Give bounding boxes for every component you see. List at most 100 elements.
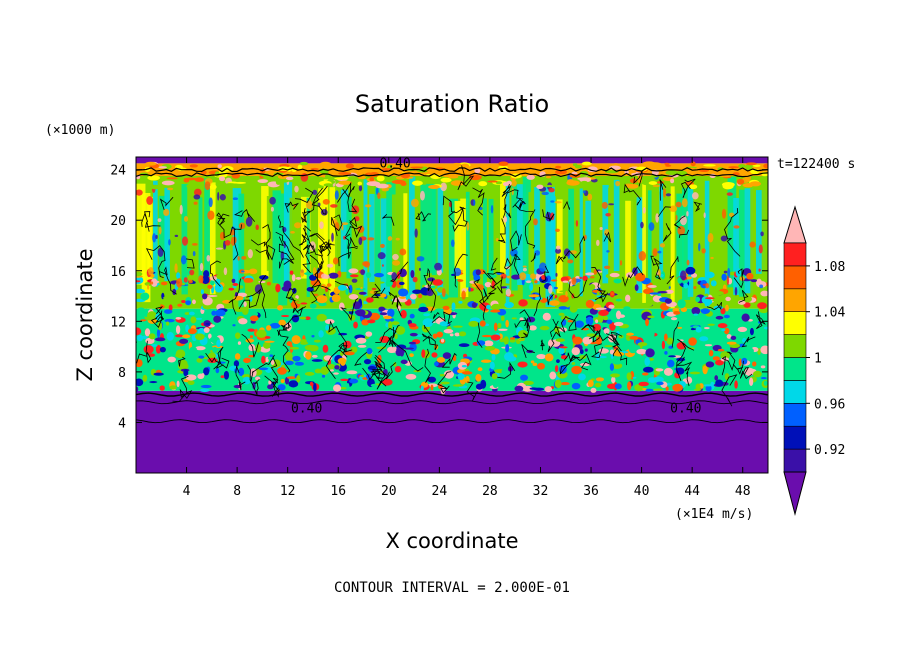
mixed-cell xyxy=(567,320,574,323)
contour-line xyxy=(210,260,221,287)
mixed-cell xyxy=(249,315,259,322)
mixed-cell xyxy=(715,359,724,366)
top-band-cell xyxy=(624,170,629,175)
warm-patch xyxy=(571,277,577,286)
contour-line xyxy=(732,360,744,375)
mixed-cell xyxy=(598,348,609,354)
mixed-cell xyxy=(443,328,454,334)
streak-cell xyxy=(596,192,601,284)
mixed-cell xyxy=(198,355,205,359)
mixed-cell xyxy=(350,346,358,353)
y-tick-label: 8 xyxy=(118,366,126,381)
mixed-cell xyxy=(490,334,501,341)
warm-patch xyxy=(691,192,699,200)
mixed-cell xyxy=(571,382,581,390)
mixed-cell xyxy=(200,289,204,295)
mixed-cell xyxy=(231,278,236,283)
warm-patch xyxy=(189,269,195,276)
warm-patch xyxy=(555,248,561,254)
region-cap-purple xyxy=(136,157,768,164)
top-band-cell xyxy=(217,164,222,168)
mixed-cell xyxy=(136,386,139,393)
warm-patch xyxy=(657,250,662,254)
mixed-cell xyxy=(320,291,324,296)
streak-cell xyxy=(545,186,555,308)
mixed-cell xyxy=(185,300,192,306)
colorbar-box xyxy=(783,242,807,267)
streak-cell xyxy=(682,188,691,300)
mixed-cell xyxy=(192,299,196,305)
mixed-cell xyxy=(724,373,730,381)
mixed-cell xyxy=(664,298,672,304)
colorbar-label: 0.92 xyxy=(814,443,845,458)
mixed-cell xyxy=(657,290,668,294)
mixed-cell xyxy=(233,306,245,313)
warm-patch xyxy=(305,200,313,210)
top-band-cell xyxy=(183,177,198,181)
streak-cell xyxy=(488,198,494,279)
warm-patch xyxy=(495,237,499,242)
mixed-cell xyxy=(585,272,595,276)
top-band-cell xyxy=(487,180,498,183)
contour-line xyxy=(706,301,722,311)
contour-line xyxy=(666,256,679,285)
mixed-cell xyxy=(737,300,746,305)
contour-line xyxy=(606,332,623,346)
mixed-cell xyxy=(590,387,597,393)
mixed-cell xyxy=(284,376,290,385)
mixed-cell xyxy=(155,344,162,354)
mixed-cell xyxy=(255,343,262,353)
mixed-cell xyxy=(156,329,161,338)
streak-cell xyxy=(704,180,710,307)
warm-patch xyxy=(208,197,213,208)
mixed-cell xyxy=(370,383,377,387)
mixed-cell xyxy=(238,318,248,325)
mixed-cell xyxy=(534,296,543,301)
mixed-cell xyxy=(264,340,275,343)
mixed-cell xyxy=(304,316,311,321)
top-band-cell xyxy=(545,184,555,188)
mixed-cell xyxy=(233,384,242,389)
mixed-cell xyxy=(484,281,492,288)
top-band-cell xyxy=(688,184,698,190)
mixed-cell xyxy=(726,341,737,345)
contour-line xyxy=(375,355,386,370)
mixed-cell xyxy=(609,363,615,371)
mixed-cell xyxy=(742,337,747,343)
mixed-cell xyxy=(277,367,287,375)
mixed-cell xyxy=(608,304,615,309)
top-band-cell xyxy=(345,163,355,169)
top-band-cell xyxy=(310,167,319,171)
mixed-cell xyxy=(248,268,258,275)
warm-patch xyxy=(399,248,407,256)
mixed-cell xyxy=(723,327,730,335)
mixed-cell xyxy=(715,315,724,320)
mixed-cell xyxy=(703,384,712,387)
contour-lines xyxy=(136,165,768,424)
contour-line xyxy=(340,298,359,321)
colorbar-box xyxy=(783,288,807,312)
contour-line xyxy=(755,311,766,329)
warm-patch xyxy=(733,225,740,229)
contour-line xyxy=(259,275,267,319)
mixed-cell xyxy=(243,277,254,283)
streak-cell xyxy=(454,201,461,279)
contour-line xyxy=(452,206,468,232)
x-tick-label: 28 xyxy=(482,484,498,499)
mixed-cell xyxy=(763,326,768,330)
warm-patch xyxy=(224,239,231,246)
contour-line xyxy=(476,322,483,348)
mixed-cell xyxy=(562,280,569,283)
mixed-cell xyxy=(248,354,255,358)
mixed-cell xyxy=(289,346,300,350)
streak-cell xyxy=(733,197,740,295)
mixed-cell xyxy=(595,336,602,346)
contour-line xyxy=(136,340,152,364)
mixed-cell xyxy=(223,370,230,380)
mixed-cell xyxy=(251,311,259,317)
warm-patch xyxy=(659,243,666,248)
mixed-cell xyxy=(136,356,142,359)
warm-patch xyxy=(168,239,171,246)
streak-cell xyxy=(647,190,652,284)
